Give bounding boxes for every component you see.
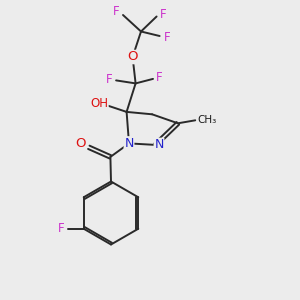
Text: F: F xyxy=(164,31,170,44)
Text: F: F xyxy=(160,8,166,21)
Text: O: O xyxy=(127,50,138,64)
Text: F: F xyxy=(106,73,113,86)
Text: F: F xyxy=(58,222,65,235)
Text: N: N xyxy=(154,138,164,152)
Text: F: F xyxy=(113,5,120,19)
Text: N: N xyxy=(124,137,134,150)
Text: CH₃: CH₃ xyxy=(197,115,216,125)
Text: O: O xyxy=(76,137,86,150)
Text: F: F xyxy=(156,71,163,84)
Text: OH: OH xyxy=(90,97,108,110)
